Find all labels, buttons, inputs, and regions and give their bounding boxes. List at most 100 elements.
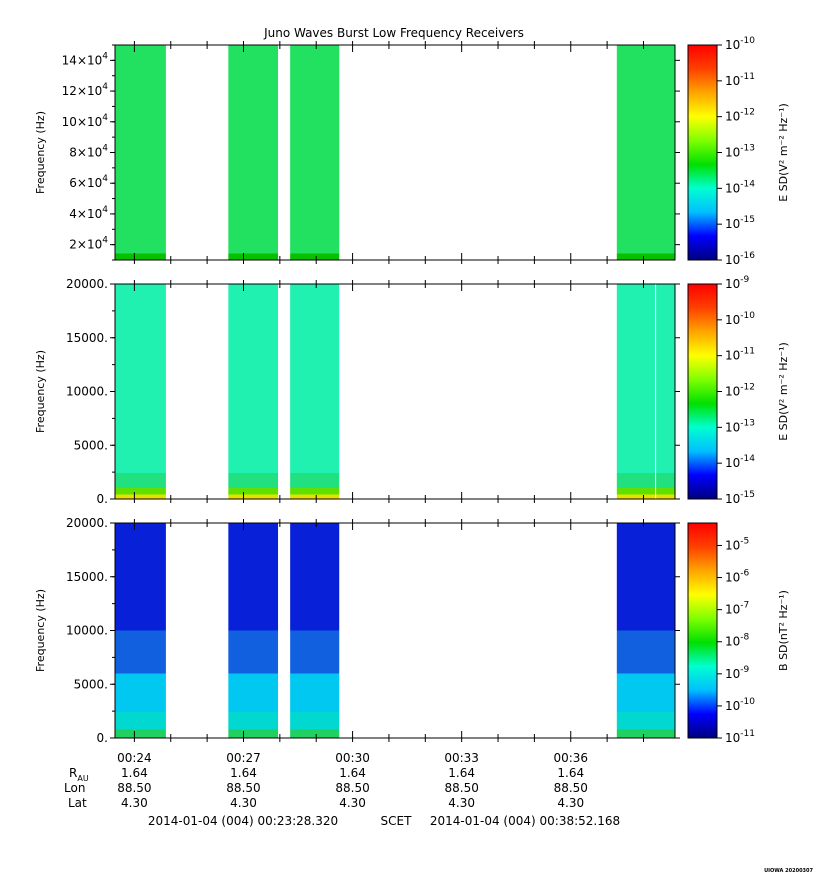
y-tick-exponent: 4 (102, 51, 108, 61)
ephem-lat-value: 4.30 (339, 796, 366, 810)
y-tick-label: 0. (97, 492, 108, 506)
ephem-r-value: 1.64 (557, 766, 584, 780)
colorbar-tick-exponent: -9 (740, 275, 749, 285)
spectrogram-segment (115, 284, 166, 499)
colorbar-tick-exponent: -15 (740, 215, 755, 225)
colorbar-tick-exponent: -12 (740, 383, 755, 393)
colorbar (687, 44, 718, 261)
spectrogram-segment (616, 523, 675, 738)
y-tick-label: 8×104 (69, 144, 108, 160)
y-tick-label: 5000. (74, 438, 108, 452)
plot-frame (114, 522, 676, 739)
ephem-label-lon: Lon (64, 781, 85, 795)
colorbar (687, 522, 718, 739)
x-tick-label: 00:33 (444, 751, 479, 765)
ephemeris-table: RAULonLat1.6488.504.301.6488.504.301.648… (64, 766, 588, 810)
x-tick-label: 00:30 (335, 751, 370, 765)
y-tick-label: 15000. (66, 570, 108, 584)
y-tick-label: 12×104 (62, 82, 109, 98)
colorbar-tick-label: 10-12 (725, 108, 755, 124)
colorbar-tick-label: 10-10 (725, 697, 755, 713)
ephem-r-value: 1.64 (230, 766, 257, 780)
spectrogram-segment (228, 523, 279, 738)
spectrogram-segment (115, 523, 166, 738)
colorbar-tick-label: 10-6 (725, 569, 750, 585)
spectrogram-segment (290, 45, 340, 260)
colorbar-tick-exponent: -11 (740, 347, 755, 357)
y-tick-label: 10×104 (62, 113, 109, 129)
y-tick-label: 2×104 (69, 236, 108, 252)
x-tick-label: 00:36 (553, 751, 588, 765)
ephem-lat-value: 4.30 (557, 796, 584, 810)
plot-frame (114, 283, 676, 500)
colorbar-tick-exponent: -13 (740, 418, 755, 428)
spectrogram-segment (228, 284, 279, 499)
colorbar-tick-label: 10-15 (725, 215, 755, 231)
x-tick-label: 00:24 (117, 751, 152, 765)
panel-middle: 0. 5000. 10000. 15000. 20000. Frequency (Hz) 1… (34, 275, 790, 506)
colorbar-tick-exponent: -14 (740, 454, 755, 464)
ephem-lat-value: 4.30 (121, 796, 148, 810)
y-tick-label: 10000. (66, 385, 108, 399)
y-axis-label: Frequency (Hz) (34, 111, 47, 194)
colorbar-tick-exponent: -8 (740, 633, 749, 643)
colorbar-tick-exponent: -13 (740, 144, 755, 154)
ephem-label-r-subscript: AU (77, 774, 88, 783)
colorbar-tick-exponent: -14 (740, 179, 755, 189)
y-tick-exponent: 4 (102, 174, 108, 184)
chart-title: Juno Waves Burst Low Frequency Receivers (263, 26, 524, 40)
spectrogram-segment (616, 45, 675, 260)
time-range-start: 2014-01-04 (004) 00:23:28.320 (148, 814, 338, 828)
colorbar-tick-label: 10-9 (725, 665, 750, 681)
ephem-label-lat: Lat (68, 796, 87, 810)
y-tick-exponent: 4 (102, 113, 108, 123)
y-tick-label: 15000. (66, 331, 108, 345)
colorbar-label: B SD(nT² Hz⁻¹) (777, 590, 790, 671)
ephem-lat-value: 4.30 (448, 796, 475, 810)
spectrogram-segment (290, 523, 340, 738)
y-axis-label: Frequency (Hz) (34, 589, 47, 672)
colorbar-tick-label: 10-8 (725, 633, 750, 649)
y-axis-label: Frequency (Hz) (34, 350, 47, 433)
x-tick-label: 00:27 (226, 751, 261, 765)
colorbar-tick-exponent: -16 (740, 251, 755, 261)
colorbar-tick-exponent: -12 (740, 108, 755, 118)
spectrogram-segment (115, 45, 166, 260)
colorbar-tick-label: 10-16 (725, 251, 755, 267)
y-tick-label: 14×104 (62, 51, 109, 67)
y-tick-label: 10000. (66, 624, 108, 638)
ephem-lon-value: 88.50 (335, 781, 369, 795)
panels-group: 2×104 4×104 6×104 8×104 10×104 12×104 14×104 Fr… (34, 36, 790, 745)
y-tick-exponent: 4 (102, 236, 108, 246)
colorbar-tick-label: 10-14 (725, 179, 755, 195)
panel-bottom: 0. 5000. 10000. 15000. 20000. Frequency (Hz) 1… (34, 516, 790, 745)
colorbar-tick-label: 10-15 (725, 490, 755, 506)
y-tick-label: 0. (97, 731, 108, 745)
ephem-lon-value: 88.50 (226, 781, 260, 795)
panel-top: 2×104 4×104 6×104 8×104 10×104 12×104 14×104 Fr… (34, 36, 790, 267)
ephem-lon-value: 88.50 (554, 781, 588, 795)
colorbar-tick-label: 10-11 (725, 72, 755, 88)
colorbar-tick-label: 10-12 (725, 383, 755, 399)
colorbar-tick-exponent: -15 (740, 490, 755, 500)
y-tick-exponent: 4 (102, 144, 108, 154)
ephem-lat-value: 4.30 (230, 796, 257, 810)
y-tick-label: 20000. (66, 277, 108, 291)
time-range-label: SCET (381, 814, 413, 828)
colorbar-tick-label: 10-10 (725, 311, 755, 327)
colorbar-tick-exponent: -10 (740, 311, 755, 321)
colorbar-tick-exponent: -5 (740, 536, 749, 546)
time-range-end: 2014-01-04 (004) 00:38:52.168 (430, 814, 620, 828)
colorbar-tick-exponent: -6 (740, 569, 749, 579)
colorbar-tick-label: 10-13 (725, 418, 755, 434)
colorbar-tick-label: 10-11 (725, 729, 755, 745)
ephem-lon-value: 88.50 (444, 781, 478, 795)
time-axis: 00:24 00:27 00:30 00:33 00:36 (117, 751, 588, 765)
colorbar-tick-exponent: -11 (740, 729, 755, 739)
spectrogram-segment (616, 284, 675, 499)
y-tick-exponent: 4 (102, 82, 108, 92)
y-tick-label: 20000. (66, 516, 108, 530)
colorbar-tick-exponent: -10 (740, 697, 755, 707)
ephem-lon-value: 88.50 (117, 781, 151, 795)
